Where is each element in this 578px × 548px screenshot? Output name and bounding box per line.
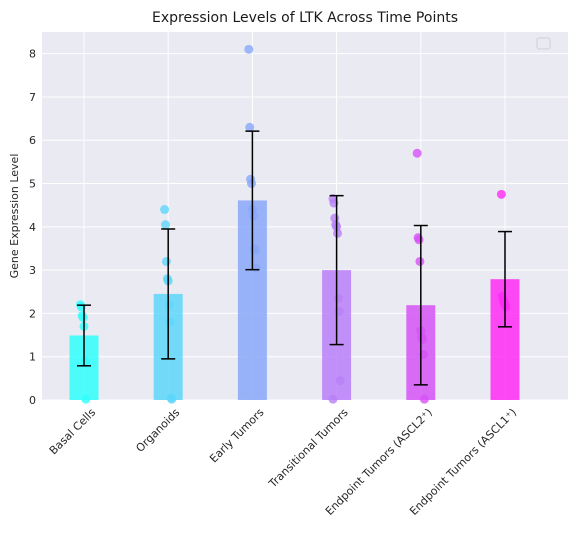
plot-area bbox=[42, 32, 568, 400]
y-tick-label: 1 bbox=[29, 351, 36, 364]
x-tick-label: Basal Cells bbox=[47, 406, 99, 458]
data-point bbox=[501, 302, 511, 312]
y-tick-label: 2 bbox=[29, 307, 36, 320]
data-point bbox=[248, 211, 258, 221]
data-point bbox=[160, 205, 170, 215]
data-point bbox=[167, 394, 177, 404]
x-tick-label: Organoids bbox=[133, 406, 182, 455]
data-point bbox=[419, 394, 429, 404]
data-point bbox=[244, 44, 254, 54]
data-point bbox=[81, 394, 91, 404]
y-tick-label: 4 bbox=[29, 221, 36, 234]
data-point bbox=[496, 189, 506, 199]
y-axis-label: Gene Expression Level bbox=[8, 154, 21, 279]
error-bars bbox=[77, 130, 512, 386]
data-point bbox=[328, 394, 338, 404]
y-tick-label: 3 bbox=[29, 264, 36, 277]
data-point bbox=[333, 228, 342, 238]
data-point bbox=[245, 122, 255, 132]
data-point bbox=[414, 235, 424, 245]
y-tick-label: 6 bbox=[29, 134, 36, 147]
x-tick-labels: Basal Cells Organoids Early Tumors Transiti… bbox=[47, 406, 519, 518]
y-tick-label: 7 bbox=[29, 91, 36, 104]
x-tick-label: Early Tumors bbox=[207, 406, 267, 466]
data-point bbox=[247, 179, 256, 189]
data-point bbox=[161, 220, 170, 230]
chart-title: Expression Levels of LTK Across Time Poi… bbox=[152, 10, 458, 26]
y-tick-label: 0 bbox=[29, 394, 36, 407]
data-point bbox=[165, 317, 175, 327]
data-point bbox=[335, 376, 345, 386]
data-point bbox=[333, 293, 343, 303]
data-point bbox=[164, 300, 174, 310]
data-point bbox=[78, 313, 88, 323]
data-point bbox=[415, 256, 425, 266]
data-point bbox=[412, 148, 422, 158]
y-tick-label: 8 bbox=[29, 48, 36, 61]
data-point bbox=[80, 356, 90, 366]
data-point bbox=[418, 334, 428, 344]
legend-box bbox=[536, 37, 551, 50]
y-tick-labels: 0 1 2 3 4 5 6 7 8 bbox=[29, 48, 36, 407]
x-tick-label: Transitional Tumors bbox=[266, 406, 351, 491]
data-point bbox=[161, 256, 171, 266]
y-tick-label: 5 bbox=[29, 178, 36, 191]
